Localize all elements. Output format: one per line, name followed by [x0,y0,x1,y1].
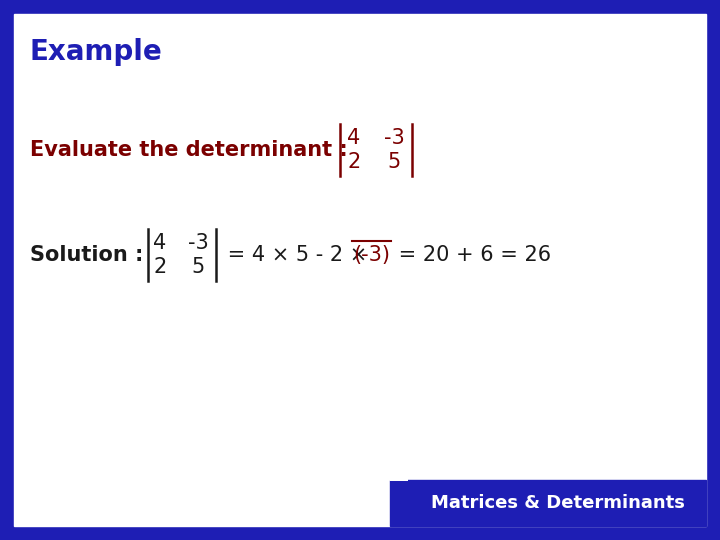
Text: Example: Example [30,38,163,66]
Text: (-3): (-3) [353,245,390,265]
Text: 4: 4 [347,128,361,148]
Text: 4: 4 [153,233,166,253]
Text: -3: -3 [384,128,405,148]
Text: Evaluate the determinant :: Evaluate the determinant : [30,140,355,160]
Text: Solution :: Solution : [30,245,150,265]
Text: 2: 2 [153,257,166,277]
Polygon shape [390,462,408,480]
Text: 5: 5 [387,152,400,172]
Polygon shape [390,480,706,526]
Text: 5: 5 [192,257,204,277]
Text: 2: 2 [347,152,361,172]
Text: -3: -3 [188,233,208,253]
FancyBboxPatch shape [14,14,706,526]
Text: = 4 × 5 - 2 ×: = 4 × 5 - 2 × [221,245,374,265]
Text: Matrices & Determinants: Matrices & Determinants [431,494,685,512]
Text: = 20 + 6 = 26: = 20 + 6 = 26 [392,245,551,265]
